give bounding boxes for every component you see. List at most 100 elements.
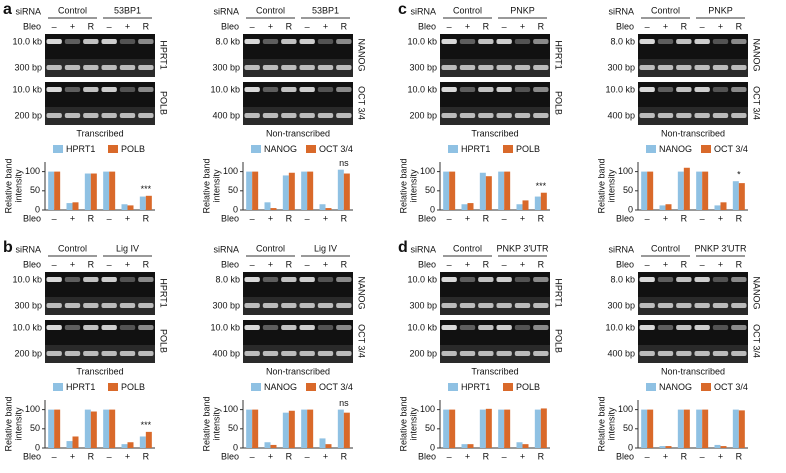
bar: [516, 204, 523, 210]
gel-band: [101, 113, 117, 118]
bar: [461, 204, 468, 210]
bar: [337, 169, 344, 210]
gel-band: [533, 277, 549, 282]
gel-band: [676, 277, 692, 282]
treatment: –: [645, 21, 650, 31]
x-axis-label: Bleo: [418, 213, 436, 223]
gel-band: [459, 65, 476, 70]
legend-label: OCT 3/4: [714, 144, 748, 154]
gene-label: NANOG: [752, 276, 762, 309]
gel-band: [459, 113, 476, 118]
band-size: 10.0 kb: [210, 322, 240, 332]
gel-band: [459, 325, 476, 330]
bar: [479, 409, 486, 448]
gel-band: [336, 39, 352, 44]
bar: [121, 444, 128, 448]
treatment: +: [125, 21, 130, 31]
y-axis-label: Relative band: [201, 158, 211, 213]
y-tick-label: 100: [25, 404, 40, 414]
gel-strip: [45, 320, 155, 345]
x-tick-label: R: [341, 451, 348, 461]
band-size: 300 bp: [212, 62, 240, 72]
y-tick-label: 50: [30, 185, 40, 195]
gel-band: [731, 87, 747, 92]
gel-band: [676, 65, 692, 70]
gel-band: [299, 113, 315, 118]
y-tick-label: 0: [35, 204, 40, 214]
x-tick-label: +: [663, 451, 668, 461]
bar: [252, 171, 259, 210]
x-tick-label: –: [305, 213, 310, 223]
gel-band: [83, 351, 99, 356]
gel-band: [299, 277, 315, 282]
y-axis-label: intensity: [408, 407, 418, 441]
band-size: 200 bp: [409, 348, 437, 358]
bar: [702, 171, 709, 210]
bar: [714, 444, 721, 448]
group-label: Control: [651, 243, 680, 253]
y-axis-label: intensity: [606, 169, 616, 203]
bar: [732, 181, 739, 210]
caption: Non-transcribed: [266, 128, 330, 138]
caption: Non-transcribed: [266, 366, 330, 376]
bar: [307, 409, 314, 448]
band-size: 300 bp: [409, 62, 437, 72]
gel-band: [336, 325, 352, 330]
gel-band: [533, 65, 549, 70]
gel-strip: [243, 82, 353, 107]
gel-band: [281, 325, 297, 330]
gel-band: [639, 277, 655, 282]
gel-strip: [638, 59, 748, 77]
gel-band: [244, 65, 260, 70]
caption: Transcribed: [76, 366, 123, 376]
bar: [90, 411, 97, 448]
y-axis-label: intensity: [606, 407, 616, 441]
panel-label: b: [3, 239, 13, 256]
gel-strip: [45, 82, 155, 107]
gel-band: [299, 65, 315, 70]
bar: [66, 441, 73, 448]
bar: [319, 438, 326, 448]
legend-swatch: [251, 383, 261, 391]
bar: [264, 442, 271, 448]
x-tick-label: –: [250, 213, 255, 223]
gene-label: POLB: [159, 329, 169, 353]
sirna-label: siRNA: [608, 244, 634, 254]
gel-band: [336, 87, 352, 92]
treatment: R: [341, 21, 348, 31]
y-tick-label: 0: [35, 442, 40, 452]
gel-band: [639, 303, 655, 308]
gel-band: [533, 113, 549, 118]
band-size: 300 bp: [14, 62, 42, 72]
gel-band: [83, 87, 99, 92]
x-tick-label: +: [323, 213, 328, 223]
bleo-label: Bleo: [418, 21, 436, 31]
band-size: 8.0 kb: [215, 274, 240, 284]
y-axis-label: Relative band: [596, 396, 606, 451]
gel-band: [639, 351, 655, 356]
bar: [307, 171, 314, 210]
treatment: +: [718, 21, 723, 31]
bar: [702, 409, 709, 448]
gel-band: [478, 87, 494, 92]
gel-band: [533, 325, 549, 330]
legend-swatch: [306, 383, 316, 391]
gel-band: [138, 325, 154, 330]
x-axis-label: Bleo: [23, 213, 41, 223]
bleo-label: Bleo: [616, 21, 634, 31]
bar: [54, 171, 61, 210]
bleo-label: Bleo: [616, 259, 634, 269]
bar: [90, 173, 97, 210]
bar: [467, 203, 474, 210]
gel-band: [441, 65, 457, 70]
gel-band: [83, 39, 99, 44]
gel-band: [496, 113, 512, 118]
y-axis-label: intensity: [211, 407, 221, 441]
bar: [641, 409, 648, 448]
gel-band: [83, 113, 99, 118]
gel-strip: [638, 345, 748, 363]
gel-band: [694, 87, 710, 92]
group-label: Control: [256, 5, 285, 15]
x-tick-label: –: [502, 213, 507, 223]
treatment: –: [107, 21, 112, 31]
